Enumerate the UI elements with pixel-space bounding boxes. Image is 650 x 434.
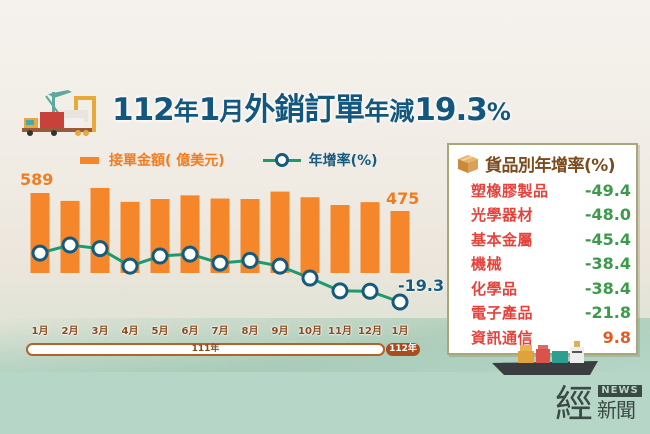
product-row: 基本金屬 -45.4	[471, 228, 631, 250]
bar	[120, 201, 140, 273]
bar	[270, 191, 290, 273]
bar	[390, 211, 410, 273]
product-row: 資訊通信 9.8	[471, 326, 631, 348]
product-name: 化學品	[471, 279, 518, 298]
bar	[360, 202, 380, 273]
title-year-char: 年	[173, 97, 199, 126]
month-label: 10月	[298, 326, 322, 337]
panel-header: 貨品別年增率(%)	[457, 151, 616, 176]
product-row: 電子產品 -21.8	[471, 302, 631, 324]
bar-legend-label: 接單金額( 億美元)	[109, 153, 225, 169]
rate-marker	[91, 240, 109, 258]
month-label: 6月	[181, 326, 199, 337]
product-name: 塑橡膠製品	[471, 181, 549, 200]
year-111-bar: 111年	[26, 343, 385, 356]
bar	[90, 187, 110, 273]
product-row: 化學品 -38.4	[471, 277, 631, 299]
month-label: 3月	[91, 326, 109, 337]
bar	[300, 197, 320, 273]
product-name: 機械	[471, 255, 503, 273]
month-label: 5月	[151, 326, 169, 337]
title-year: 112	[112, 92, 175, 128]
month-label: 4月	[121, 326, 139, 337]
port-crane-truck-icon	[22, 90, 96, 136]
title-pct: %	[486, 98, 511, 126]
chart-plot	[30, 187, 410, 311]
title-month-char: 月	[219, 97, 245, 126]
title-value: 19.3	[414, 92, 487, 128]
page-title: 112 年 1 月 外銷訂單 年減 19.3 %	[112, 84, 511, 132]
bar	[330, 205, 350, 273]
rate-marker	[301, 269, 319, 287]
cardboard-box-icon	[458, 154, 478, 173]
month-axis: 1月 2月 3月 4月 5月 6月 7月 8月 9月 10月 11月 12月 1月	[0, 322, 440, 338]
product-growth-value: -38.4	[584, 254, 631, 273]
month-label: 1月	[31, 326, 49, 337]
product-row: 光學器材 -48.0	[471, 204, 631, 226]
month-label: 7月	[211, 326, 229, 337]
rate-marker	[31, 244, 49, 262]
product-row: 機械 -38.4	[471, 253, 631, 275]
product-growth-value: 9.8	[602, 327, 631, 347]
bar-legend-swatch	[80, 156, 99, 164]
product-growth-panel: 貨品別年增率(%) 塑橡膠製品 -49.4 光學器材 -48.0 基本金屬 -45.4 機械…	[447, 143, 638, 355]
rate-marker	[271, 257, 289, 275]
title-month: 1	[198, 92, 221, 128]
rate-marker	[121, 257, 139, 275]
product-growth-value: -49.4	[584, 180, 631, 200]
month-label: 2月	[61, 326, 79, 337]
rate-marker	[61, 236, 79, 254]
rate-marker	[331, 282, 349, 300]
last-bar-value: 475	[386, 189, 420, 208]
title-change-label: 年減	[364, 97, 415, 126]
line-legend-swatch	[262, 152, 301, 168]
product-growth-value: -48.0	[584, 205, 631, 224]
rate-marker	[181, 245, 199, 263]
last-rate-value: -19.3	[398, 276, 445, 295]
month-label: 1月	[391, 326, 409, 337]
rate-marker	[391, 293, 409, 311]
rate-marker	[151, 247, 169, 265]
product-name: 資訊通信	[471, 328, 534, 347]
rate-marker	[361, 282, 379, 300]
product-name: 光學器材	[471, 206, 534, 224]
product-name: 基本金屬	[471, 230, 534, 249]
product-growth-value: -45.4	[584, 229, 631, 249]
logo-xin: 新聞	[597, 398, 636, 422]
footer-band	[0, 372, 650, 434]
rate-marker	[241, 251, 259, 269]
first-bar-value: 589	[20, 170, 54, 189]
logo-news: NEWS	[598, 385, 642, 397]
month-label: 11月	[328, 326, 352, 337]
month-label: 9月	[271, 326, 289, 337]
cargo-ship-icon	[492, 341, 598, 375]
rate-marker	[211, 254, 229, 272]
logo-kanji: 經	[555, 382, 594, 426]
month-label: 12月	[358, 326, 382, 337]
bar	[210, 198, 230, 273]
year-112-badge: 112年	[386, 343, 420, 356]
line-legend-label: 年增率(%)	[308, 153, 378, 169]
month-label: 8月	[241, 326, 259, 337]
product-growth-value: -38.4	[584, 278, 631, 298]
panel-title: 貨品別年增率(%)	[485, 156, 616, 176]
chart-legend: 接單金額( 億美元) 年增率(%)	[80, 150, 378, 170]
combo-chart	[0, 170, 440, 330]
udn-news-logo[interactable]: 經 NEWS 新聞	[555, 382, 645, 429]
product-row: 塑橡膠製品 -49.4	[471, 179, 631, 201]
product-name: 電子產品	[471, 304, 534, 322]
product-growth-value: -21.8	[584, 303, 631, 322]
title-main: 外銷訂單	[244, 92, 365, 128]
